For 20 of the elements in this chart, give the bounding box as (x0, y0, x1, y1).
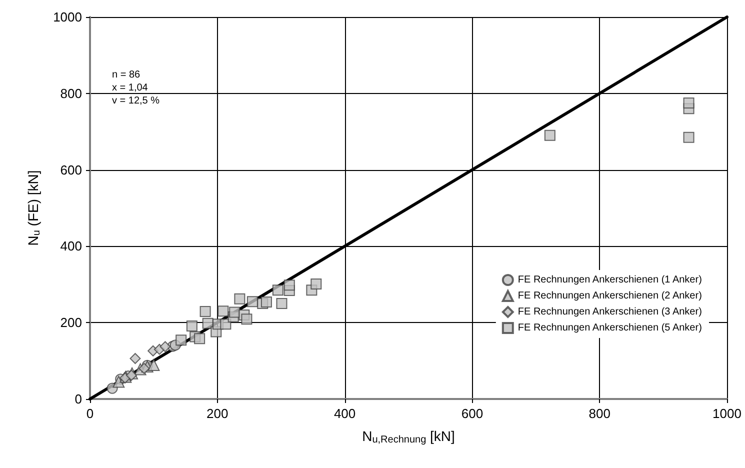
x-tick-label: 200 (206, 406, 228, 421)
legend-label: FE Rechnungen Ankerschienen (5 Anker) (518, 322, 702, 334)
y-tick-label: 200 (60, 315, 82, 330)
y-tick-label: 0 (74, 392, 82, 406)
legend-label: FE Rechnungen Ankerschienen (1 Anker) (518, 274, 702, 286)
y-tick-label: 600 (60, 162, 82, 178)
y-axis-title: Nu (FE) [kN] (25, 170, 43, 246)
legend-label: FE Rechnungen Ankerschienen (2 Anker) (518, 290, 702, 302)
annotation: x = 1,04 (112, 82, 148, 94)
x-tick-label: 0 (86, 406, 94, 421)
x-tick-label: 400 (334, 406, 356, 421)
y-tick-label: 400 (60, 238, 82, 254)
annotation: n = 86 (112, 70, 141, 80)
x-tick-label: 800 (588, 406, 610, 421)
x-tick-label: 600 (461, 406, 484, 421)
y-tick-label: 800 (60, 86, 82, 101)
legend-label: FE Rechnungen Ankerschienen (3 Anker) (518, 306, 702, 318)
y-tick-label: 1000 (53, 10, 82, 24)
x-tick-label: 1000 (712, 406, 742, 421)
annotation: v = 12,5 % (112, 96, 160, 106)
